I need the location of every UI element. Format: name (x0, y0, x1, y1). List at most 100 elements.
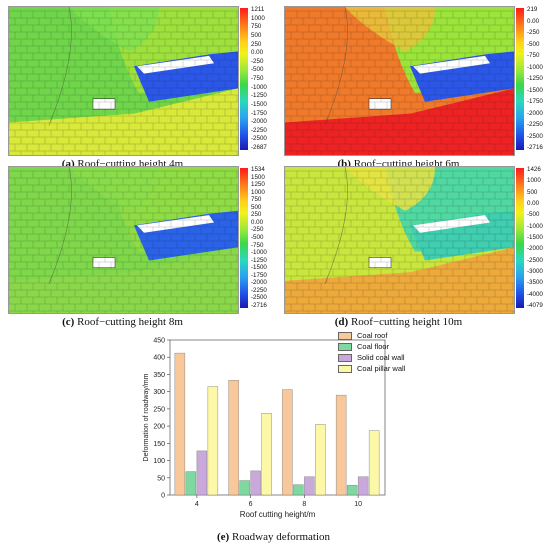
colorbar-tick-label: 500 (251, 31, 262, 39)
colorbar-tick-label: -2250 (251, 286, 267, 294)
y-axis-label: Deformation of roadway/mm (143, 373, 150, 461)
legend-entry: Coal roof (338, 330, 405, 341)
y-tick-label: 450 (153, 338, 165, 345)
colorbar-tick-label: -2000 (527, 245, 543, 253)
colorbar-tick-label: -250 (527, 29, 540, 36)
bar-coal-floor (185, 471, 197, 496)
colorbar-tick-label: -2500 (251, 135, 267, 143)
bar-coal-pillar-wall (368, 430, 380, 496)
colorbar-tick-label: -2716 (251, 302, 267, 309)
bar-solid-coal-wall (357, 476, 369, 496)
caption-e: (e) Roadway deformation (216, 531, 331, 543)
colorbar-b (516, 8, 524, 150)
displacement-contour-c (8, 166, 239, 314)
colorbar-tick-label: -1500 (251, 264, 267, 272)
colorbar-tick-label: -4079 (527, 302, 543, 309)
bar-coal-floor (239, 480, 250, 496)
bar-coal-pillar-wall (261, 413, 272, 496)
colorbar-tick-label: -2500 (527, 256, 543, 264)
displacement-contour-a (8, 6, 239, 156)
colorbar-tick-label: -2000 (251, 279, 267, 287)
x-tick-label: 8 (302, 501, 306, 508)
colorbar-tick-label: -250 (251, 226, 264, 234)
y-tick-label: 400 (153, 355, 165, 362)
colorbar-tick-label: -2000 (251, 118, 267, 126)
colorbar-tick-label: 1211 (251, 6, 265, 13)
bar-solid-coal-wall (250, 470, 261, 496)
colorbar-tick-label: -3000 (527, 268, 543, 275)
y-tick-label: 50 (157, 475, 165, 482)
colorbar-tick-label: -750 (251, 241, 264, 249)
colorbar-tick-label: -500 (527, 40, 540, 48)
colorbar-tick-label: -500 (527, 211, 540, 219)
contour-svg-b (285, 7, 514, 155)
bar-coal-roof (335, 394, 347, 496)
displacement-contour-b (284, 6, 515, 156)
y-tick-label: 0 (161, 493, 165, 500)
colorbar-tick-label: -250 (251, 57, 264, 65)
colorbar-tick-label: -1000 (251, 83, 267, 91)
colorbar-tick-label: -3500 (527, 279, 543, 287)
colorbar-tick-label: -2250 (251, 126, 267, 134)
x-tick-label: 10 (354, 501, 362, 508)
colorbar-tick-label: 750 (251, 196, 262, 204)
colorbar-tick-label: 1000 (527, 177, 541, 185)
colorbar-tick-label: 1534 (251, 166, 265, 173)
legend-swatch (338, 364, 352, 373)
colorbar-tick-label: -1000 (251, 249, 267, 257)
colorbar-tick-label: -2687 (251, 144, 267, 151)
colorbar-tick-label: -1500 (527, 234, 543, 241)
caption-c: (c) Roof−cutting height 8m (62, 316, 183, 328)
bar-coal-floor (346, 485, 358, 496)
x-tick-label: 4 (195, 501, 199, 508)
chart-legend: Coal roof Coal floor Solid coal wall Coal p… (338, 330, 405, 374)
y-tick-label: 350 (153, 372, 165, 379)
colorbar-tick-label: 0.00 (251, 49, 264, 57)
colorbar-tick-label: -500 (251, 66, 264, 74)
colorbar-tick-label: -1250 (527, 75, 543, 82)
colorbar-tick-label: 500 (251, 203, 262, 211)
colorbar-tick-label: -1000 (527, 222, 543, 230)
bar-coal-pillar-wall (207, 386, 219, 496)
bar-coal-roof (282, 389, 293, 496)
colorbar-tick-label: -2000 (527, 109, 543, 117)
colorbar-tick-label: 0.00 (527, 17, 540, 25)
x-axis-label: Roof cutting height/m (240, 510, 316, 519)
y-tick-label: 250 (153, 406, 165, 413)
y-tick-label: 200 (153, 424, 165, 431)
colorbar-tick-label: -750 (251, 75, 264, 82)
legend-label: Coal floor (357, 342, 390, 351)
legend-entry: Coal pillar wall (338, 363, 405, 374)
colorbar-tick-label: 1000 (251, 14, 265, 22)
colorbar-tick-label: 250 (251, 40, 262, 48)
contour-svg-c (9, 167, 238, 313)
x-tick-label: 6 (249, 501, 253, 508)
colorbar-tick-label: -1500 (251, 100, 267, 108)
colorbar-tick-label: 1500 (251, 173, 265, 181)
legend-label: Coal roof (357, 331, 388, 340)
colorbar-tick-label: 250 (251, 211, 262, 219)
colorbar-tick-label: -750 (527, 52, 540, 59)
colorbar-tick-label: -1750 (527, 98, 543, 105)
legend-swatch (338, 353, 352, 362)
colorbar-tick-label: 219 (527, 6, 538, 13)
colorbar-tick-label: 1000 (251, 188, 265, 196)
legend-entry: Coal floor (338, 341, 405, 352)
colorbar-c (240, 168, 248, 308)
colorbar-tick-label: -2500 (527, 132, 543, 140)
colorbar-tick-label: 0.00 (527, 200, 540, 207)
legend-label: Solid coal wall (357, 353, 405, 362)
displacement-contour-d (284, 166, 515, 314)
y-tick-label: 150 (153, 441, 165, 448)
bar-solid-coal-wall (196, 450, 208, 496)
colorbar-tick-label: -4000 (527, 290, 543, 298)
legend-entry: Solid coal wall (338, 352, 405, 363)
colorbar-tick-label: -1250 (251, 256, 267, 264)
colorbar-tick-label: -2716 (527, 144, 543, 151)
bar-coal-floor (293, 484, 304, 496)
colorbar-a (240, 8, 248, 150)
bar-solid-coal-wall (304, 476, 315, 496)
colorbar-tick-label: -1500 (527, 86, 543, 94)
colorbar-tick-label: 1250 (251, 181, 265, 189)
colorbar-d (516, 168, 524, 308)
